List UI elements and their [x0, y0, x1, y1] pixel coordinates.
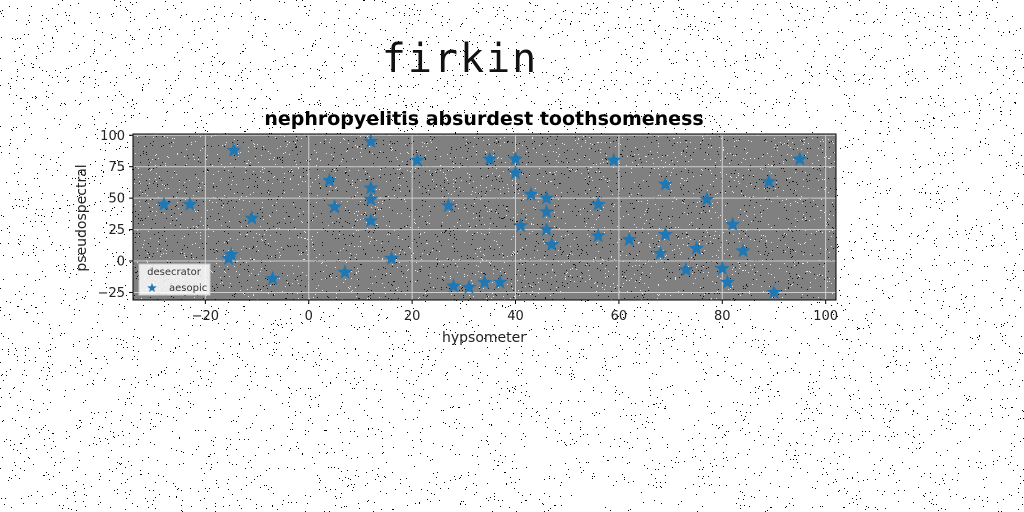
data-point	[507, 165, 524, 180]
data-point	[538, 190, 555, 205]
data-point	[363, 133, 379, 148]
data-point	[590, 227, 606, 243]
data-point	[409, 152, 425, 167]
y-tick-label: −25	[98, 286, 125, 301]
data-points	[156, 133, 808, 299]
data-point	[445, 278, 462, 293]
x-tick-label: 60	[611, 309, 628, 324]
x-axis-label: hypsometer	[442, 330, 526, 346]
data-point	[735, 243, 751, 258]
plot-frame	[132, 133, 837, 301]
data-point	[327, 198, 343, 214]
data-point	[538, 221, 555, 236]
data-point	[492, 274, 508, 289]
x-tick-label: 80	[714, 309, 731, 324]
data-point	[182, 196, 198, 211]
data-point	[792, 151, 808, 166]
data-point	[590, 196, 606, 211]
data-point	[226, 142, 242, 157]
legend: desecrator aesopic	[138, 263, 211, 296]
page-title: firkin	[381, 36, 539, 82]
data-point	[482, 151, 498, 166]
y-axis-label: pseudospectral	[74, 164, 90, 271]
data-point	[523, 186, 539, 201]
y-tick-label: 50	[108, 192, 125, 207]
x-tick-label: 40	[507, 309, 524, 324]
data-point	[321, 172, 337, 187]
axis-ticks: −20 0 20 40 60 80 100 −25 0 25 50 75 100	[98, 129, 839, 324]
data-point	[678, 261, 694, 277]
data-point	[513, 217, 529, 233]
data-point	[544, 236, 560, 252]
data-point	[657, 176, 673, 191]
data-point	[761, 173, 777, 189]
data-point	[265, 270, 281, 286]
data-point	[699, 191, 715, 206]
data-point	[766, 284, 782, 299]
data-point	[688, 240, 704, 255]
data-point	[244, 210, 260, 225]
chart-title: nephropyelitis absurdest toothsomeness	[264, 108, 703, 130]
x-tick-label: 0	[305, 309, 313, 324]
data-point	[657, 226, 673, 242]
data-point	[363, 191, 379, 206]
data-point	[719, 274, 736, 289]
data-point	[621, 231, 637, 247]
data-point	[725, 216, 741, 231]
data-point	[538, 204, 555, 219]
y-tick-label: 0	[117, 255, 125, 270]
data-point	[156, 196, 172, 211]
y-tick-label: 75	[108, 160, 125, 175]
data-point	[461, 279, 477, 294]
data-point	[714, 260, 730, 275]
legend-entry-label: aesopic	[169, 283, 207, 294]
data-point	[507, 151, 524, 166]
data-point	[476, 274, 493, 289]
data-point	[383, 250, 400, 265]
data-point	[440, 197, 456, 213]
x-tick-label: 20	[404, 309, 421, 324]
y-tick-label: 25	[108, 223, 125, 238]
legend-marker	[147, 283, 157, 292]
x-tick-label: −20	[192, 309, 219, 324]
grid-lines	[133, 134, 836, 300]
data-point	[606, 152, 622, 167]
data-point	[363, 180, 379, 195]
data-point	[223, 246, 239, 262]
legend-title: desecrator	[147, 267, 202, 278]
x-tick-label: 100	[813, 309, 838, 324]
y-tick-label: 100	[100, 129, 125, 144]
data-point	[652, 245, 668, 260]
data-point	[363, 212, 379, 228]
data-point	[337, 264, 353, 279]
